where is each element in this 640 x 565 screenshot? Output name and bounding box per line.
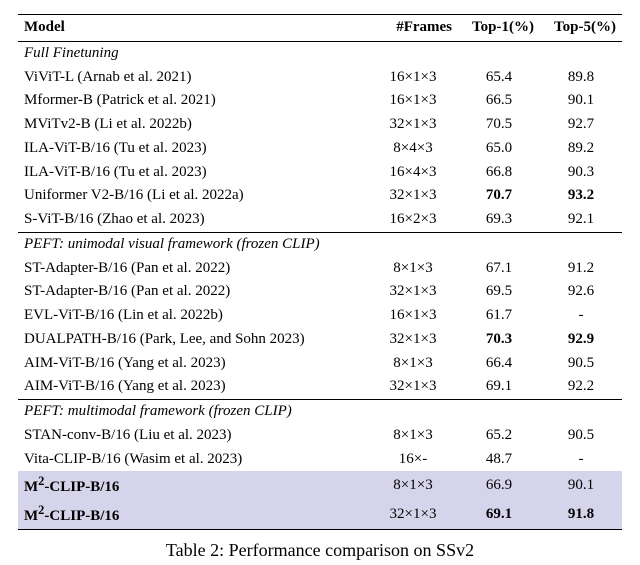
cell-model: M2-CLIP-B/16 — [18, 471, 368, 500]
cell-top5: 92.2 — [540, 375, 622, 399]
cell-top1: 70.7 — [458, 184, 540, 208]
cell-model: AIM-ViT-B/16 (Yang et al. 2023) — [18, 352, 368, 376]
table-row: ILA-ViT-B/16 (Tu et al. 2023)16×4×366.89… — [18, 161, 622, 185]
cell-top1: 66.8 — [458, 161, 540, 185]
cell-frames: 8×1×3 — [368, 424, 458, 448]
cell-model: ST-Adapter-B/16 (Pan et al. 2022) — [18, 280, 368, 304]
table-row: STAN-conv-B/16 (Liu et al. 2023)8×1×365.… — [18, 424, 622, 448]
cell-top1: 67.1 — [458, 257, 540, 281]
col-header-model: Model — [18, 15, 368, 42]
cell-model: AIM-ViT-B/16 (Yang et al. 2023) — [18, 375, 368, 399]
cell-top5: 91.2 — [540, 257, 622, 281]
cell-top5: 92.9 — [540, 328, 622, 352]
section-title: PEFT: unimodal visual framework (frozen … — [18, 232, 622, 256]
cell-top5: 91.8 — [540, 500, 622, 529]
table-row: ST-Adapter-B/16 (Pan et al. 2022)8×1×367… — [18, 257, 622, 281]
cell-model: EVL-ViT-B/16 (Lin et al. 2022b) — [18, 304, 368, 328]
cell-frames: 32×1×3 — [368, 113, 458, 137]
table-row: DUALPATH-B/16 (Park, Lee, and Sohn 2023)… — [18, 328, 622, 352]
cell-frames: 8×1×3 — [368, 471, 458, 500]
cell-top5: - — [540, 304, 622, 328]
cell-frames: 16×2×3 — [368, 208, 458, 232]
cell-top5: 90.1 — [540, 89, 622, 113]
cell-top1: 66.9 — [458, 471, 540, 500]
cell-top1: 66.5 — [458, 89, 540, 113]
cell-top5: 89.8 — [540, 66, 622, 90]
cell-frames: 16×4×3 — [368, 161, 458, 185]
cell-top1: 69.5 — [458, 280, 540, 304]
table-container: Model #Frames Top-1(%) Top-5(%) Full Fin… — [18, 14, 622, 561]
cell-model: Vita-CLIP-B/16 (Wasim et al. 2023) — [18, 448, 368, 472]
cell-top5: 90.3 — [540, 161, 622, 185]
cell-top5: 89.2 — [540, 137, 622, 161]
cell-frames: 8×1×3 — [368, 352, 458, 376]
table-row: M2-CLIP-B/1632×1×369.191.8 — [18, 500, 622, 529]
cell-model: S-ViT-B/16 (Zhao et al. 2023) — [18, 208, 368, 232]
table-row: ILA-ViT-B/16 (Tu et al. 2023)8×4×365.089… — [18, 137, 622, 161]
cell-model: STAN-conv-B/16 (Liu et al. 2023) — [18, 424, 368, 448]
table-caption: Table 2: Performance comparison on SSv2 — [18, 540, 622, 561]
cell-frames: 32×1×3 — [368, 328, 458, 352]
col-header-frames: #Frames — [368, 15, 458, 42]
table-body: Full FinetuningViViT-L (Arnab et al. 202… — [18, 41, 622, 529]
cell-top5: - — [540, 448, 622, 472]
cell-top1: 65.4 — [458, 66, 540, 90]
cell-frames: 32×1×3 — [368, 184, 458, 208]
table-row: AIM-ViT-B/16 (Yang et al. 2023)32×1×369.… — [18, 375, 622, 399]
cell-top5: 93.2 — [540, 184, 622, 208]
table-row: Mformer-B (Patrick et al. 2021)16×1×366.… — [18, 89, 622, 113]
table-header: Model #Frames Top-1(%) Top-5(%) — [18, 15, 622, 42]
cell-top1: 69.1 — [458, 500, 540, 529]
section-title: Full Finetuning — [18, 41, 622, 65]
table-row: ST-Adapter-B/16 (Pan et al. 2022)32×1×36… — [18, 280, 622, 304]
cell-frames: 32×1×3 — [368, 500, 458, 529]
cell-model: ViViT-L (Arnab et al. 2021) — [18, 66, 368, 90]
cell-top1: 66.4 — [458, 352, 540, 376]
table-row: Vita-CLIP-B/16 (Wasim et al. 2023)16×-48… — [18, 448, 622, 472]
section-title: PEFT: multimodal framework (frozen CLIP) — [18, 400, 622, 424]
cell-model: M2-CLIP-B/16 — [18, 500, 368, 529]
table-row: S-ViT-B/16 (Zhao et al. 2023)16×2×369.39… — [18, 208, 622, 232]
table-row: MViTv2-B (Li et al. 2022b)32×1×370.592.7 — [18, 113, 622, 137]
cell-frames: 16×1×3 — [368, 66, 458, 90]
cell-top1: 69.1 — [458, 375, 540, 399]
cell-top1: 65.2 — [458, 424, 540, 448]
cell-top1: 70.5 — [458, 113, 540, 137]
cell-model: DUALPATH-B/16 (Park, Lee, and Sohn 2023) — [18, 328, 368, 352]
cell-model: ILA-ViT-B/16 (Tu et al. 2023) — [18, 161, 368, 185]
cell-frames: 8×1×3 — [368, 257, 458, 281]
cell-frames: 8×4×3 — [368, 137, 458, 161]
cell-top1: 70.3 — [458, 328, 540, 352]
cell-top5: 90.5 — [540, 352, 622, 376]
cell-top5: 90.5 — [540, 424, 622, 448]
cell-top1: 65.0 — [458, 137, 540, 161]
table-row: Uniformer V2-B/16 (Li et al. 2022a)32×1×… — [18, 184, 622, 208]
cell-frames: 32×1×3 — [368, 375, 458, 399]
cell-frames: 16×- — [368, 448, 458, 472]
cell-frames: 16×1×3 — [368, 89, 458, 113]
col-header-top5: Top-5(%) — [540, 15, 622, 42]
col-header-top1: Top-1(%) — [458, 15, 540, 42]
cell-top1: 61.7 — [458, 304, 540, 328]
cell-frames: 32×1×3 — [368, 280, 458, 304]
cell-top5: 92.7 — [540, 113, 622, 137]
cell-top1: 48.7 — [458, 448, 540, 472]
cell-model: MViTv2-B (Li et al. 2022b) — [18, 113, 368, 137]
cell-top5: 92.1 — [540, 208, 622, 232]
cell-top5: 92.6 — [540, 280, 622, 304]
table-row: ViViT-L (Arnab et al. 2021)16×1×365.489.… — [18, 66, 622, 90]
table-row: M2-CLIP-B/168×1×366.990.1 — [18, 471, 622, 500]
cell-frames: 16×1×3 — [368, 304, 458, 328]
cell-model: Uniformer V2-B/16 (Li et al. 2022a) — [18, 184, 368, 208]
cell-model: ST-Adapter-B/16 (Pan et al. 2022) — [18, 257, 368, 281]
table-row: EVL-ViT-B/16 (Lin et al. 2022b)16×1×361.… — [18, 304, 622, 328]
cell-top5: 90.1 — [540, 471, 622, 500]
cell-model: Mformer-B (Patrick et al. 2021) — [18, 89, 368, 113]
results-table: Model #Frames Top-1(%) Top-5(%) Full Fin… — [18, 14, 622, 530]
cell-model: ILA-ViT-B/16 (Tu et al. 2023) — [18, 137, 368, 161]
cell-top1: 69.3 — [458, 208, 540, 232]
table-row: AIM-ViT-B/16 (Yang et al. 2023)8×1×366.4… — [18, 352, 622, 376]
